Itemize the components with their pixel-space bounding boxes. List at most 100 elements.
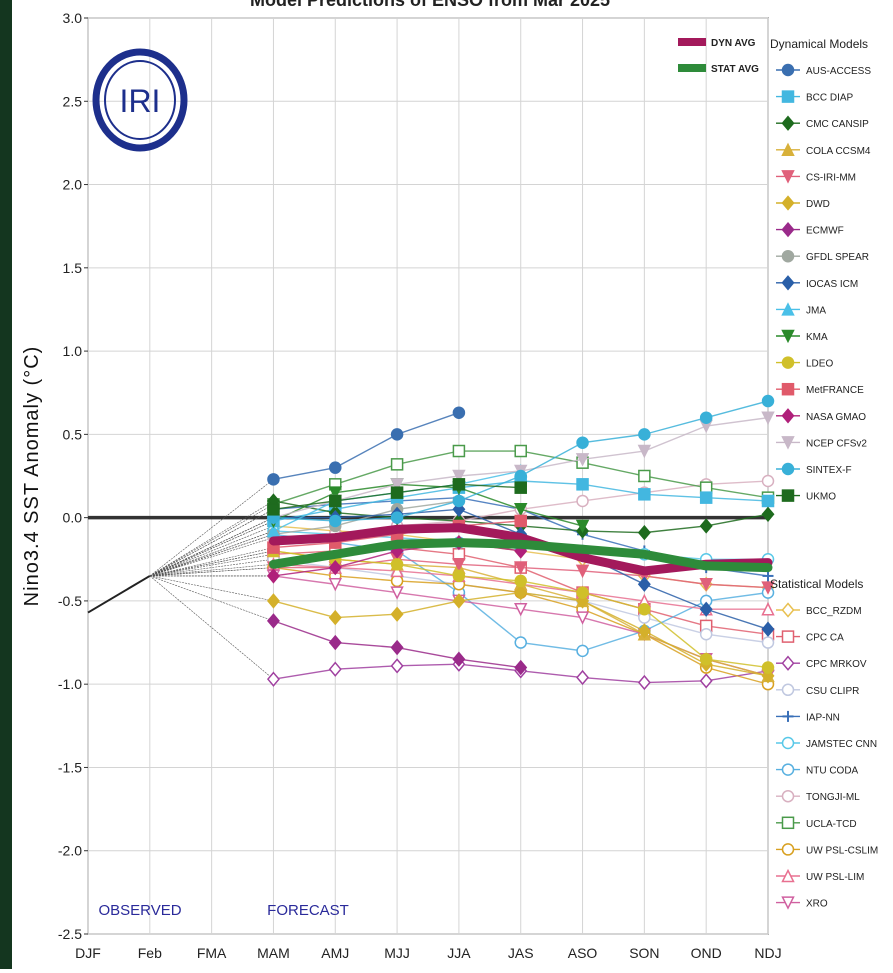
- data-point: [452, 444, 466, 458]
- data-point: [781, 462, 795, 476]
- data-point: [781, 221, 795, 238]
- legend-entry-label: IOCAS ICM: [806, 279, 858, 290]
- data-point: [514, 444, 527, 458]
- legend-entry-label: ECMWF: [806, 226, 844, 237]
- y-tick-label: 2.5: [63, 93, 83, 109]
- legend-entry-label: UKMO: [806, 492, 836, 503]
- data-point: [452, 651, 466, 667]
- legend-entry-label: GFDL SPEAR: [806, 252, 869, 263]
- data-point: [761, 661, 775, 674]
- data-point: [699, 601, 713, 617]
- data-point: [452, 558, 466, 572]
- y-tick-label: 1.0: [63, 343, 83, 359]
- data-point: [514, 514, 527, 528]
- legend-entry-label: MetFRANCE: [806, 385, 864, 396]
- data-point: [514, 481, 527, 494]
- data-point: [390, 563, 404, 578]
- legend-avg-label: DYN AVG: [711, 38, 756, 49]
- data-point: [761, 411, 775, 425]
- data-point: [781, 630, 795, 643]
- y-tick-label: 0.5: [63, 426, 83, 442]
- data-point: [781, 90, 795, 103]
- data-point: [266, 671, 280, 687]
- legend-entry-label: AUS-ACCESS: [806, 66, 871, 77]
- data-point: [699, 491, 713, 504]
- legend-entry-label: SINTEX-F: [806, 465, 852, 476]
- data-point: [452, 478, 466, 491]
- x-tick-label: Feb: [138, 945, 162, 961]
- data-point: [781, 195, 795, 211]
- data-point: [781, 356, 795, 369]
- dynamical-series-aus-access: [267, 406, 466, 486]
- data-point: [761, 474, 775, 488]
- data-point: [328, 634, 342, 651]
- data-point: [761, 621, 775, 637]
- dynamical-series-ukmo: [267, 478, 527, 516]
- data-point: [761, 506, 775, 522]
- legend-entry-label: LDEO: [806, 359, 833, 370]
- data-point: [267, 503, 280, 516]
- data-point: [637, 524, 651, 541]
- connector-line: [149, 534, 274, 577]
- connector-line: [149, 500, 274, 577]
- x-tick-label: JJA: [447, 945, 471, 961]
- connector-line: [149, 547, 274, 577]
- data-point: [781, 382, 795, 396]
- data-point: [514, 469, 527, 483]
- data-point: [576, 586, 589, 599]
- connector-line: [149, 575, 274, 622]
- data-point: [266, 613, 280, 629]
- data-point: [781, 302, 795, 316]
- data-point: [328, 486, 342, 500]
- legend-entry-label: BCC_RZDM: [806, 606, 862, 617]
- y-tick-label: -0.5: [58, 593, 82, 609]
- connector-line: [149, 563, 274, 577]
- legend-entry-label: NCEP CFSv2: [806, 438, 867, 449]
- y-tick-label: 2.0: [63, 177, 83, 193]
- data-point: [576, 436, 589, 449]
- data-point: [452, 494, 466, 508]
- data-point: [781, 408, 795, 424]
- legend-entry-label: CSU CLIPR: [806, 686, 859, 697]
- connector-line: [149, 509, 274, 577]
- data-point: [761, 636, 775, 649]
- data-point: [781, 63, 795, 77]
- legend-entry-label: JMA: [806, 305, 826, 316]
- x-tick-label: JAS: [508, 945, 534, 961]
- legend-entry-label: XRO: [806, 899, 828, 910]
- connector-line: [149, 558, 274, 577]
- data-point: [782, 710, 794, 722]
- data-point: [781, 115, 795, 131]
- data-point: [781, 683, 795, 697]
- legend-entry-label: UW PSL-CSLIM: [806, 845, 878, 856]
- x-tick-label: NDJ: [754, 945, 781, 961]
- data-point: [452, 569, 466, 583]
- legend-entry-label: NTU CODA: [806, 766, 859, 777]
- data-point: [576, 494, 589, 508]
- legend-entry-label: CPC MRKOV: [806, 659, 867, 670]
- data-point: [781, 170, 795, 184]
- data-point: [781, 789, 795, 803]
- connector-line: [149, 537, 274, 577]
- data-point: [576, 669, 590, 686]
- data-point: [637, 674, 651, 691]
- legend-entry-label: BCC DIAP: [806, 93, 854, 104]
- legend-entry-label: CMC CANSIP: [806, 119, 869, 130]
- dynamical-series-ecmwf: [266, 613, 528, 676]
- connector-line: [149, 525, 274, 577]
- legend-entry-label: NASA GMAO: [806, 412, 866, 423]
- legend-entry-label: IAP-NN: [806, 712, 840, 723]
- data-point: [266, 568, 280, 584]
- data-point: [514, 584, 528, 601]
- data-point: [699, 518, 713, 534]
- data-point: [638, 488, 651, 501]
- iri-logo-text: IRI: [120, 83, 161, 119]
- y-tick-label: 0.0: [63, 510, 83, 526]
- x-tick-label: FMA: [197, 945, 227, 961]
- legend-entry-label: UCLA-TCD: [806, 819, 857, 830]
- data-point: [781, 489, 795, 502]
- x-tick-label: MAM: [257, 945, 290, 961]
- y-tick-label: -1.5: [58, 759, 82, 775]
- iri-logo-ring-inner: [104, 60, 176, 140]
